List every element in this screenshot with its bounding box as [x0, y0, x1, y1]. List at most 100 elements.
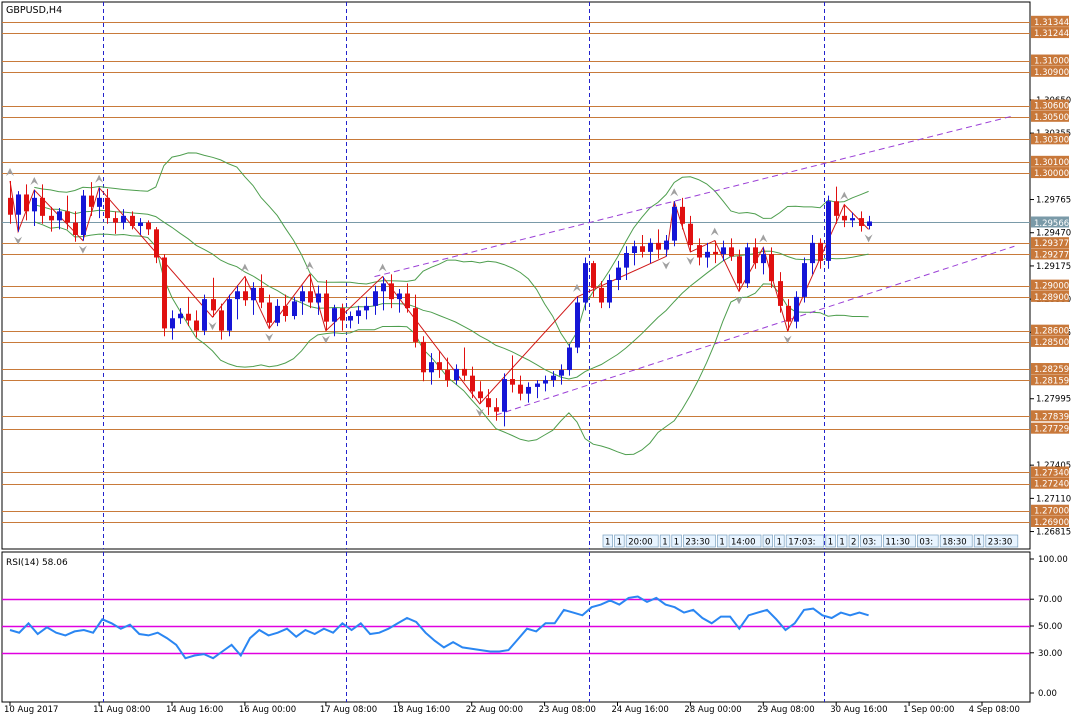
candle-body: [648, 242, 653, 252]
candle-body: [688, 223, 693, 246]
candle: [8, 180, 13, 224]
level-badge-label: 1.27240: [1034, 480, 1069, 490]
level-badge: 1.31244: [1031, 27, 1069, 39]
candle-body: [510, 379, 515, 385]
candle: [794, 291, 799, 329]
fractal-down-marker: [662, 261, 671, 270]
candle-body: [810, 242, 815, 264]
session-tag-box: [762, 534, 773, 548]
level-badge: 1.27240: [1031, 477, 1069, 490]
fractal-down-marker: [686, 256, 695, 265]
price-tick-label: 1.27405: [1036, 461, 1071, 471]
candle: [753, 238, 758, 269]
candle-body: [721, 247, 726, 255]
level-badge-label: 1.28159: [1034, 376, 1069, 386]
candle: [648, 238, 653, 264]
time-tick-label: 23 Aug 08:00: [539, 705, 596, 715]
candle-body: [89, 195, 94, 207]
candle: [769, 247, 774, 288]
candle-body: [802, 263, 807, 297]
candle-body: [413, 308, 418, 342]
candle: [810, 234, 815, 275]
candle: [81, 189, 86, 241]
candle-body: [316, 293, 321, 303]
session-tag-box: [973, 534, 985, 548]
session-tag-label: 1: [828, 538, 833, 548]
candle-body: [97, 197, 102, 207]
candle: [624, 246, 629, 281]
candle: [842, 204, 847, 228]
candle: [656, 229, 661, 259]
session-tag-box: [614, 534, 625, 548]
candle: [745, 242, 750, 288]
candle-body: [518, 384, 523, 394]
candle-body: [340, 308, 345, 321]
candle-body: [437, 362, 442, 371]
candle-body: [462, 368, 467, 376]
session-tag-box: [985, 534, 1019, 548]
level-badge-bg: [1031, 27, 1069, 39]
candle: [364, 296, 369, 320]
level-badge-label: 1.27340: [1034, 468, 1069, 478]
candle-body: [753, 247, 758, 264]
session-tag-label: 2: [851, 538, 856, 548]
channel-lower-line: [495, 245, 1015, 416]
candle: [32, 189, 37, 226]
candle: [713, 240, 718, 264]
time-tick-label: 29 Aug 08:00: [757, 705, 814, 715]
candles: [8, 180, 872, 427]
current-price-label: 1.29566: [1034, 219, 1069, 229]
candle-body: [494, 407, 499, 412]
candle: [421, 336, 426, 382]
fractal-up-marker: [95, 174, 104, 183]
time-tick-label: 18 Aug 16:00: [393, 705, 450, 715]
session-tag-label: 23:30: [685, 538, 710, 548]
fractal-up-marker: [840, 191, 849, 200]
candle-body: [745, 247, 750, 284]
session-tag-label: 11:30: [885, 538, 910, 548]
candle: [292, 296, 297, 320]
level-badge-label: 1.30900: [1034, 68, 1069, 78]
fractal-down-marker: [475, 408, 484, 417]
candle: [664, 234, 669, 257]
level-badge-bg: [1031, 15, 1069, 27]
candle-body: [834, 201, 839, 216]
level-badge: 1.31344: [1031, 15, 1069, 28]
level-badge: 1.27000: [1031, 504, 1069, 517]
candle-body: [526, 386, 531, 394]
candle-body: [162, 257, 167, 329]
candle-body: [154, 229, 159, 258]
level-badge-label: 1.29000: [1034, 282, 1069, 292]
candle-body: [470, 375, 475, 392]
candle-body: [535, 383, 540, 387]
candle: [138, 218, 143, 235]
session-tag-box: [728, 534, 762, 548]
candle: [259, 274, 264, 309]
session-tag-label: 1: [719, 538, 724, 548]
candle: [16, 191, 21, 232]
bollinger-lower: [34, 221, 869, 456]
level-badge-bg: [1031, 422, 1069, 434]
candle-body: [113, 218, 118, 223]
candle: [340, 303, 345, 331]
session-tag-label: 1: [605, 538, 610, 548]
level-badge: 1.26900: [1031, 515, 1069, 528]
fractal-up-marker: [6, 167, 14, 176]
level-badge: 1.30100: [1031, 155, 1069, 168]
candle-body: [640, 246, 645, 252]
candle-body: [599, 287, 604, 303]
level-badge: 1.30900: [1031, 65, 1069, 78]
session-tag-label: 1: [777, 538, 782, 548]
level-badge-bg: [1031, 248, 1069, 260]
fractal-down-marker: [783, 335, 792, 344]
candle-body: [656, 242, 661, 250]
candle-body: [121, 215, 126, 223]
price-tick-label: 1.27110: [1036, 494, 1071, 504]
candle-body: [794, 296, 799, 322]
level-badge: 1.28900: [1031, 290, 1069, 303]
candle: [413, 294, 418, 348]
candle-body: [859, 218, 864, 226]
candle: [283, 294, 288, 322]
session-tag-label: 1: [839, 538, 844, 548]
candle-body: [8, 197, 13, 215]
